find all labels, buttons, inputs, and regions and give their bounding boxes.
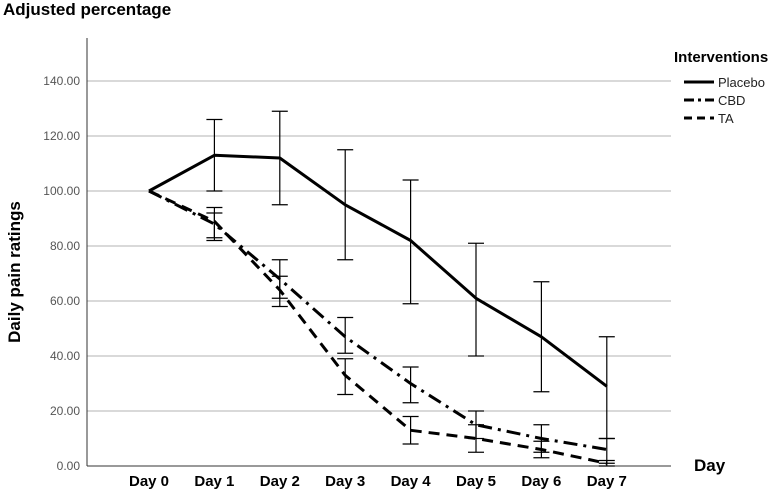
error-bar-ta	[271, 275, 288, 308]
error-bar-cbd	[402, 366, 419, 404]
error-bar-ta	[337, 358, 354, 396]
error-bar-ta	[533, 440, 550, 459]
x-tick-labels: Day 0 Day 1 Day 2 Day 3 Day 4 Day 5 Day 6 Day 7	[129, 473, 627, 490]
error-bar-placebo	[598, 336, 615, 440]
x-tick-label: Day 5	[456, 473, 496, 490]
error-bar-ta	[468, 424, 484, 453]
error-bars	[206, 110, 615, 467]
error-bar-placebo	[468, 242, 484, 357]
legend: Interventions Placebo CBD TA	[674, 49, 768, 126]
error-bar-cbd	[337, 316, 354, 354]
x-tick-label: Day 1	[194, 473, 234, 490]
x-axis-label: Day	[694, 456, 726, 475]
legend-label-cbd: CBD	[718, 93, 745, 108]
grid-lines	[87, 80, 671, 412]
y-tick-label: 100.00	[43, 184, 80, 198]
x-tick-label: Day 0	[129, 473, 169, 490]
y-tick-label: 20.00	[50, 404, 80, 418]
legend-title: Interventions	[674, 49, 768, 66]
error-bar-ta	[598, 459, 615, 467]
error-bar-cbd	[598, 437, 615, 464]
y-tick-label: 0.00	[57, 459, 81, 473]
legend-items: Placebo CBD TA	[684, 75, 765, 126]
x-tick-label: Day 2	[260, 473, 300, 490]
error-bar-ta	[206, 212, 223, 242]
error-bar-ta	[402, 415, 419, 445]
axes	[86, 38, 671, 467]
error-bar-placebo	[533, 281, 550, 393]
y-tick-label: 40.00	[50, 349, 80, 363]
y-tick-label: 140.00	[43, 74, 80, 88]
error-bar-placebo	[206, 118, 223, 192]
x-tick-label: Day 7	[587, 473, 627, 490]
x-tick-label: Day 3	[325, 473, 365, 490]
x-tick-label: Day 6	[521, 473, 561, 490]
x-tick-label: Day 4	[391, 473, 432, 490]
legend-label-ta: TA	[718, 111, 734, 126]
chart-title: Adjusted percentage	[3, 0, 171, 19]
series-line-ta	[148, 189, 608, 465]
y-tick-label: 60.00	[50, 294, 80, 308]
y-tick-label: 120.00	[43, 129, 80, 143]
error-bar-placebo	[271, 110, 288, 206]
error-bar-placebo	[402, 179, 419, 305]
y-tick-labels: 0.00 20.00 40.00 60.00 80.00 100.00 120.00 140.…	[43, 74, 80, 473]
series-lines	[148, 153, 608, 465]
error-bar-placebo	[337, 149, 354, 261]
y-tick-label: 80.00	[50, 239, 80, 253]
series-line-cbd	[148, 189, 608, 451]
y-axis-label: Daily pain ratings	[5, 201, 24, 343]
series-line-placebo	[148, 153, 608, 388]
legend-label-placebo: Placebo	[718, 75, 765, 90]
